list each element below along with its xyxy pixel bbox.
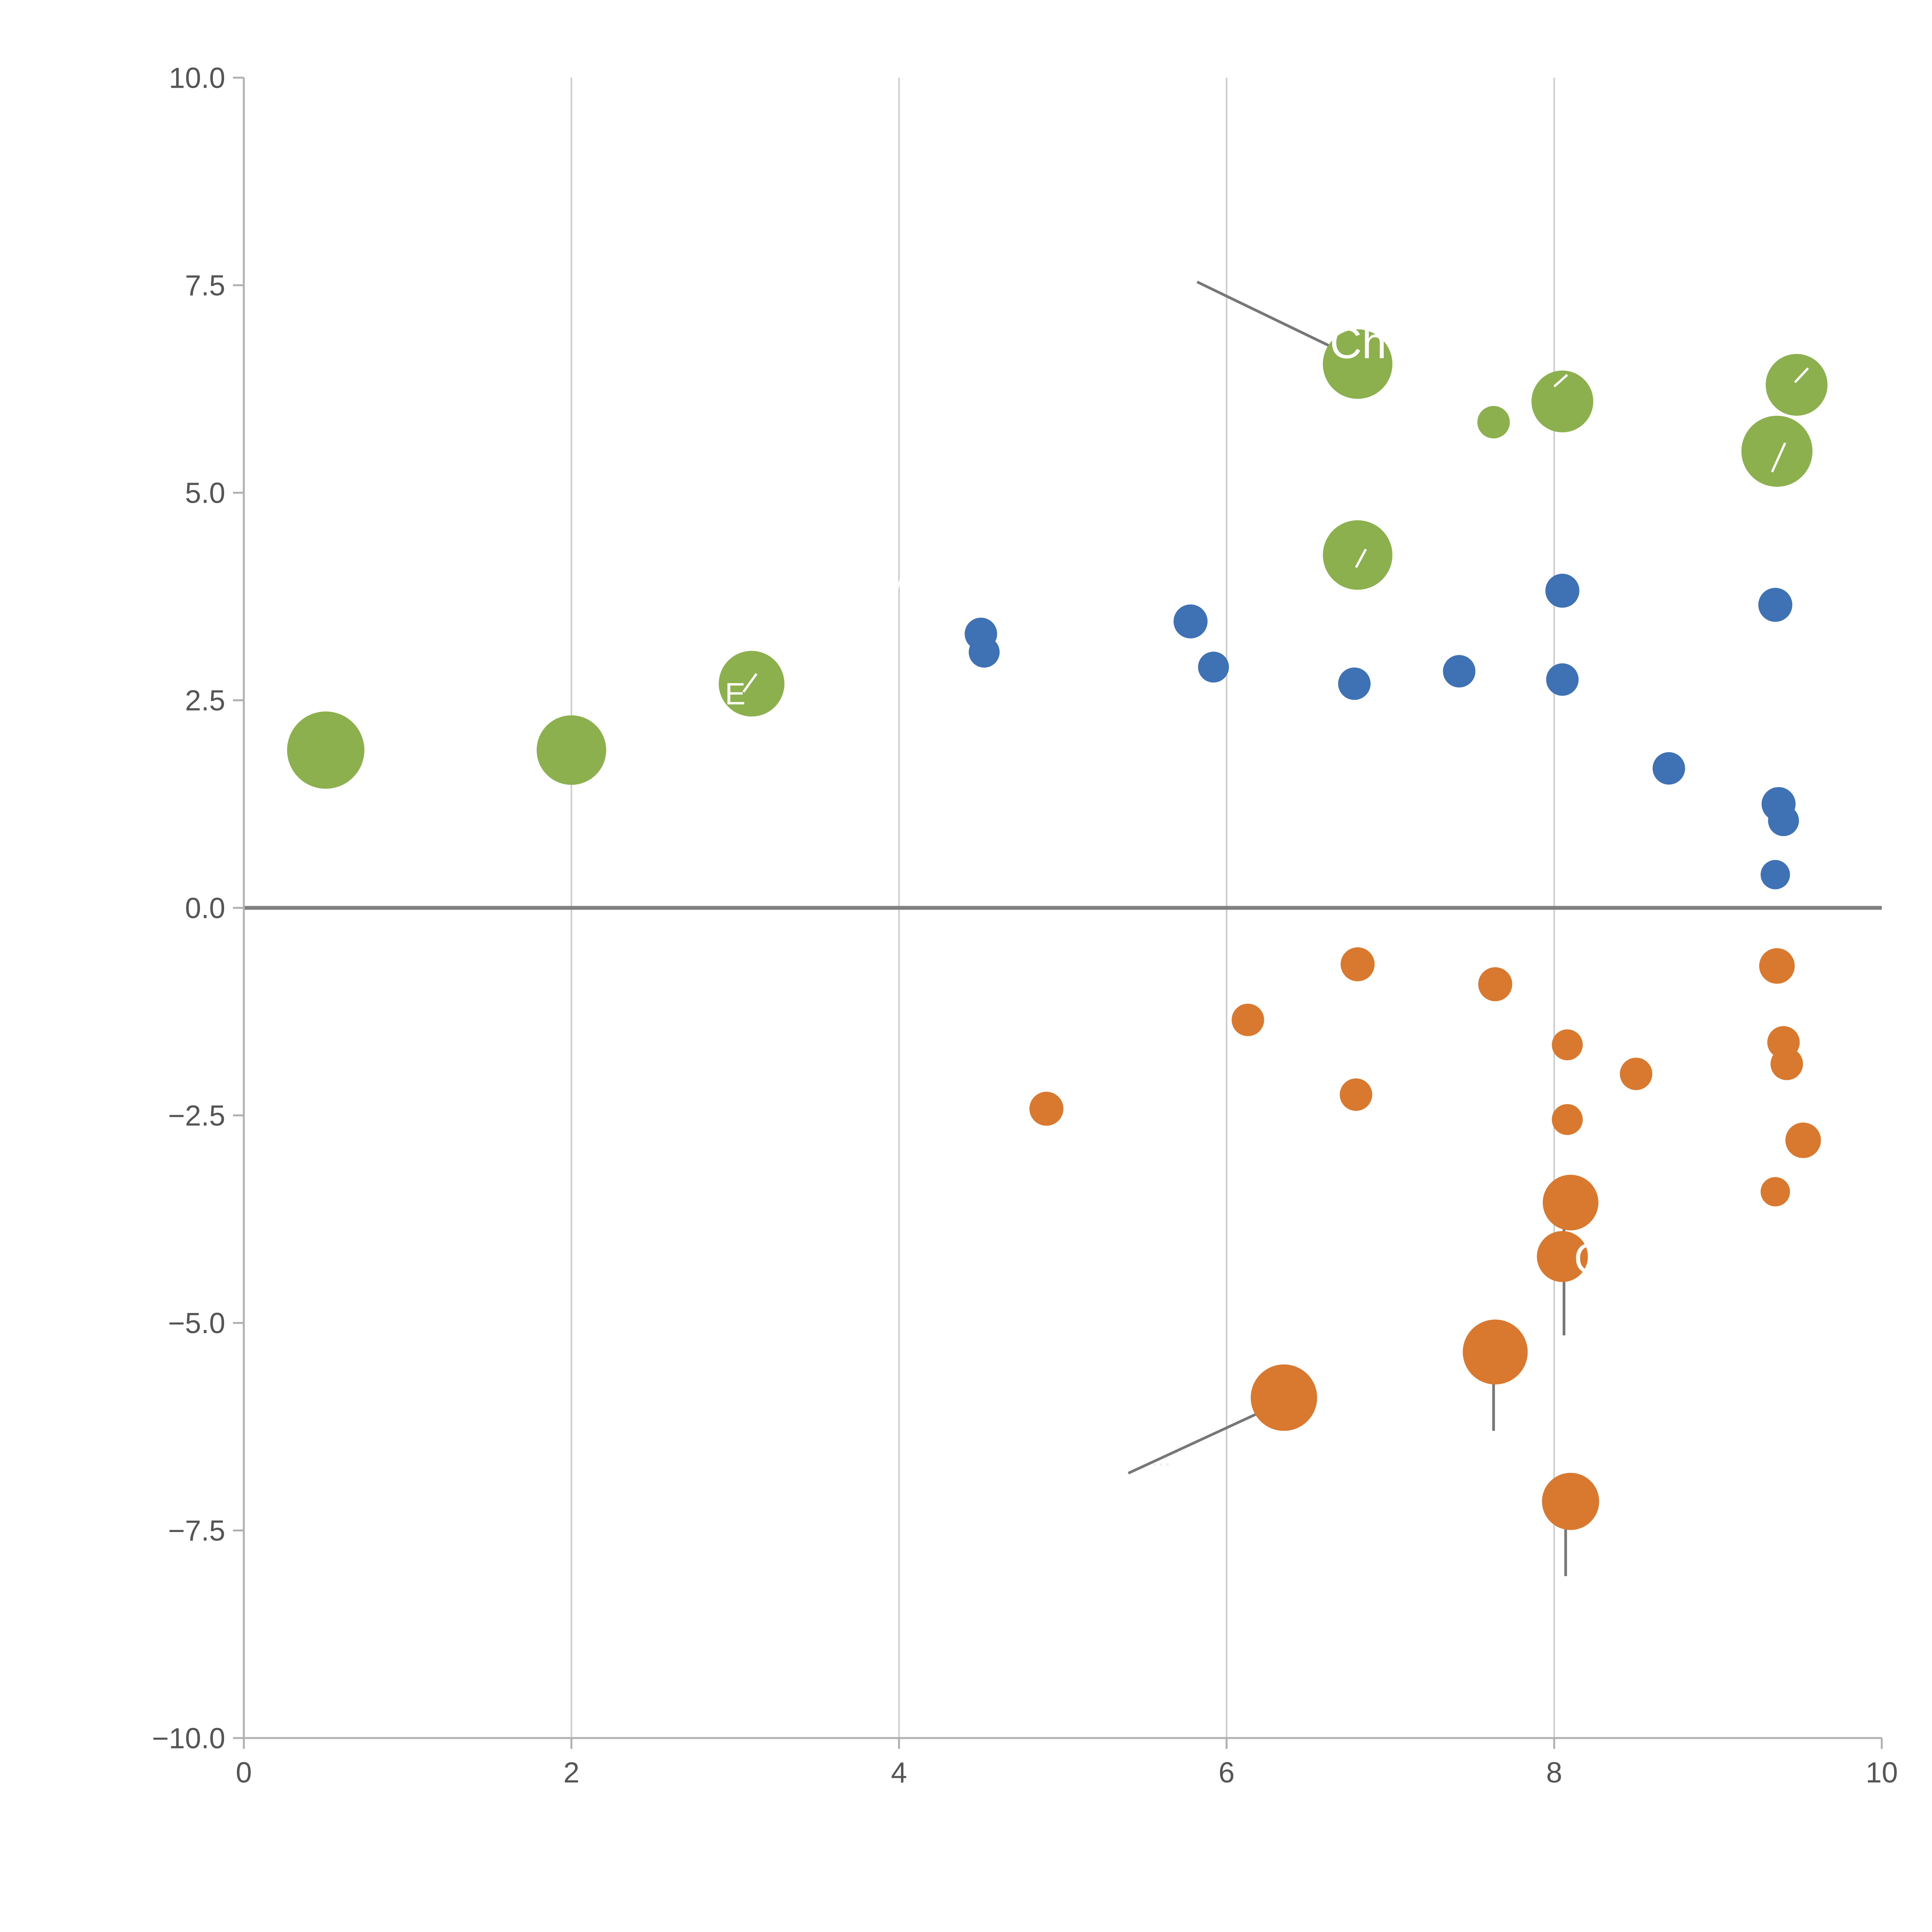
orange-bubble[interactable]: [1250, 1364, 1317, 1431]
green-bubble[interactable]: [1477, 406, 1510, 439]
green-bubble[interactable]: [719, 651, 785, 717]
blue-bubble[interactable]: [1546, 663, 1579, 696]
blue-bubble[interactable]: [1768, 805, 1799, 836]
y-tick-label: 7.5: [185, 269, 225, 301]
annotation-mark: [1553, 374, 1568, 388]
blue-bubble[interactable]: [1443, 655, 1476, 688]
annotation-label: E: [725, 677, 745, 711]
annotation-mark: [1794, 367, 1809, 383]
y-tick-label: 0.0: [185, 892, 225, 924]
orange-bubble[interactable]: [1340, 1078, 1372, 1111]
annotation-label: Ch: [1330, 318, 1386, 368]
x-tick-label: 6: [1219, 1756, 1235, 1789]
annotation-mark: [1355, 548, 1367, 568]
blue-bubble[interactable]: [1173, 604, 1208, 639]
blue-bubble[interactable]: [1545, 573, 1580, 608]
annotation-mark: [742, 673, 758, 693]
x-tick-label: 4: [891, 1756, 907, 1789]
x-tick-label: 0: [236, 1756, 252, 1789]
annotation-line: [1128, 1404, 1277, 1475]
annotation-mark: [893, 571, 905, 597]
orange-bubble[interactable]: [1785, 1122, 1821, 1158]
orange-bubble[interactable]: [1029, 1092, 1064, 1126]
orange-bubble[interactable]: [1463, 1319, 1528, 1384]
annotation-label: ...: [1151, 1445, 1171, 1471]
orange-bubble[interactable]: [1478, 967, 1512, 1002]
green-bubble[interactable]: [536, 715, 606, 785]
x-tick-label: 10: [1866, 1756, 1898, 1789]
orange-bubble[interactable]: [1552, 1104, 1583, 1135]
blue-bubble[interactable]: [1760, 860, 1790, 889]
green-bubble[interactable]: [1765, 354, 1828, 416]
y-tick-label: 10.0: [169, 61, 225, 94]
annotation-label: ...: [1528, 1382, 1554, 1417]
orange-bubble[interactable]: [1231, 1003, 1264, 1036]
orange-bubble[interactable]: [1760, 1177, 1790, 1207]
blue-bubble[interactable]: [969, 636, 1000, 668]
orange-bubble[interactable]: [1537, 1231, 1588, 1282]
x-tick-label: 2: [563, 1756, 580, 1789]
annotation-mark: [1771, 442, 1786, 473]
y-tick-label: 2.5: [185, 684, 225, 717]
annotation-line: [1196, 281, 1339, 351]
orange-bubble[interactable]: [1542, 1473, 1599, 1530]
blue-bubble[interactable]: [1198, 651, 1229, 683]
green-bubble[interactable]: [1323, 520, 1393, 590]
orange-bubble[interactable]: [1759, 948, 1795, 984]
green-bubble[interactable]: [1323, 329, 1393, 399]
blue-bubble[interactable]: [1652, 752, 1685, 785]
green-bubble[interactable]: [287, 711, 364, 789]
green-bubble[interactable]: [1741, 415, 1813, 487]
annotation-label: C: [1574, 1235, 1604, 1282]
orange-bubble[interactable]: [1340, 947, 1375, 981]
y-tick-label: −2.5: [168, 1099, 225, 1132]
x-tick-label: 8: [1546, 1756, 1562, 1789]
green-bubble[interactable]: [1531, 370, 1594, 432]
y-tick-label: −7.5: [168, 1514, 225, 1547]
orange-bubble[interactable]: [1770, 1048, 1803, 1080]
y-tick-label: −5.0: [168, 1307, 225, 1339]
blue-bubble[interactable]: [1758, 588, 1793, 622]
orange-bubble[interactable]: [1620, 1058, 1653, 1090]
y-tick-label: 5.0: [185, 477, 225, 509]
orange-bubble[interactable]: [1552, 1029, 1583, 1061]
orange-bubble[interactable]: [1543, 1175, 1599, 1231]
y-tick-label: −10.0: [152, 1722, 225, 1754]
blue-bubble[interactable]: [1338, 667, 1371, 700]
